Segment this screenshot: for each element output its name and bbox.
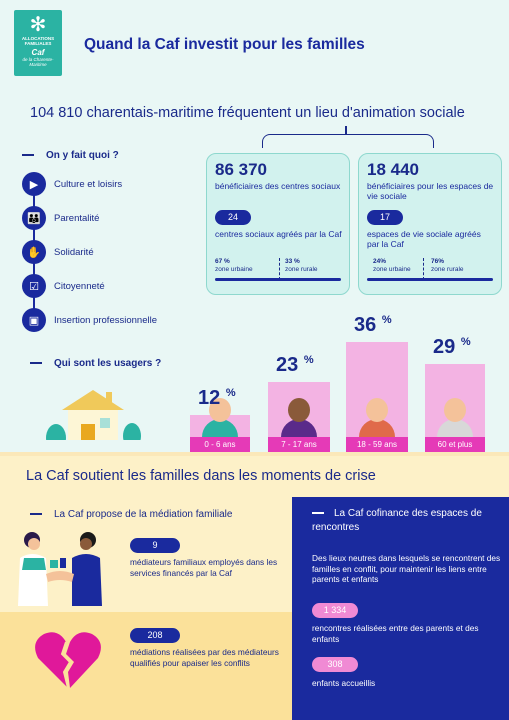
activity-item: 👪 Parentalité xyxy=(22,205,99,231)
age-label: 60 et plus xyxy=(425,437,485,452)
logo-line-1: ALLOCATIONS FAMILIALES xyxy=(21,36,55,46)
users-percent: 36 % xyxy=(354,314,392,336)
mediations-count-pill: 208 xyxy=(130,628,180,643)
rural-percent: 76% xyxy=(431,258,445,265)
rural-percent: 33 % xyxy=(285,258,300,265)
zone-bar xyxy=(367,278,493,281)
dash-icon xyxy=(30,513,42,516)
meetings-panel: La Caf cofinance des espaces de rencontr… xyxy=(292,497,509,720)
page-title: Quand la Caf investit pour les familles xyxy=(84,36,365,53)
activity-label: Insertion professionnelle xyxy=(54,314,157,326)
users-bar: 18 - 59 ans xyxy=(346,342,408,452)
mediators-count-pill: 9 xyxy=(130,538,180,553)
person-head xyxy=(444,398,466,422)
activity-connector xyxy=(33,194,35,212)
users-bar: 60 et plus xyxy=(425,364,485,452)
dash-icon xyxy=(312,512,324,515)
users-percent: 29 % xyxy=(433,336,471,358)
children-text: enfants accueillis xyxy=(312,678,376,688)
users-bar: 0 - 6 ans xyxy=(190,398,250,452)
activity-label: Parentalité xyxy=(54,212,100,224)
meetings-title: La Caf cofinance des espaces de rencontr… xyxy=(312,507,502,535)
users-percent: 23 % xyxy=(276,354,314,376)
meetings-text: rencontres réalisées entre des parents e… xyxy=(312,623,479,644)
card-count-pill: 17 xyxy=(367,210,403,225)
logo-line-3: de la Charente-Maritime xyxy=(22,57,54,67)
activity-label: Citoyenneté xyxy=(54,280,105,292)
person-head xyxy=(288,398,310,422)
centres-sociaux-card: 86 370 bénéficiaires des centres sociaux… xyxy=(206,153,350,295)
zone-separator xyxy=(423,258,424,280)
crisis-title: La Caf soutient les familles dans les mo… xyxy=(26,468,376,484)
zone-separator xyxy=(279,258,280,280)
activity-item: ☑ Citoyenneté xyxy=(22,273,105,299)
person-head xyxy=(209,398,231,422)
card-count-description: espaces de vie sociale agréés par la Caf xyxy=(367,229,481,249)
zone-bar xyxy=(215,278,341,281)
broken-heart-icon xyxy=(35,632,101,689)
meetings-intro: Des lieux neutres dans lesquels se renco… xyxy=(312,553,501,584)
activity-item: ✋ Solidarité xyxy=(22,239,94,265)
snowflake-icon: ✻ xyxy=(29,12,47,36)
card-big-number: 86 370 xyxy=(215,160,267,179)
dash-icon xyxy=(30,362,42,365)
children-count-pill: 308 xyxy=(312,657,358,672)
meetings-count-pill: 1 334 xyxy=(312,603,358,618)
rural-label: zone rurale xyxy=(285,266,318,273)
urban-label: zone urbaine xyxy=(373,266,411,273)
activities-label-text: On y fait quoi ? xyxy=(46,150,119,161)
users-percent: 12 % xyxy=(198,387,236,409)
person-illustration xyxy=(202,419,238,437)
handshake-illustration xyxy=(18,532,102,606)
mediation-label: La Caf propose de la médiation familiale xyxy=(30,509,232,520)
hands-icon: ✋ xyxy=(22,240,46,264)
logo-line-2: Caf xyxy=(31,48,45,57)
card-big-number: 18 440 xyxy=(367,160,419,179)
card-description: bénéficiaires des centres sociaux xyxy=(215,181,341,191)
ballot-box-icon: ☑ xyxy=(22,274,46,298)
activity-connector xyxy=(33,228,35,246)
mediators-text: médiateurs familiaux employés dans les s… xyxy=(130,557,278,578)
mediation-label-text: La Caf propose de la médiation familiale xyxy=(54,509,233,520)
headline: 104 810 charentais-maritime fréquentent … xyxy=(30,105,465,121)
person-illustration xyxy=(437,419,473,437)
urban-label: zone urbaine xyxy=(215,266,253,273)
brace-tick xyxy=(345,126,347,135)
briefcase-icon: ▣ xyxy=(22,308,46,332)
person-illustration xyxy=(359,419,395,437)
dash-icon xyxy=(22,154,34,157)
activities-label: On y fait quoi ? xyxy=(22,150,119,161)
urban-percent: 24% xyxy=(373,258,387,265)
urban-percent: 67 % xyxy=(215,258,230,265)
person-illustration xyxy=(281,419,317,437)
age-label: 7 - 17 ans xyxy=(268,437,330,452)
users-bar: 7 - 17 ans xyxy=(268,382,330,452)
users-label-text: Qui sont les usagers ? xyxy=(54,358,162,369)
age-label: 18 - 59 ans xyxy=(346,437,408,452)
activity-label: Culture et loisirs xyxy=(54,178,123,190)
person-head xyxy=(366,398,388,422)
card-count-description: centres sociaux agréés par la Caf xyxy=(215,229,342,239)
card-description: bénéficiaires pour les espaces de vie so… xyxy=(367,181,494,201)
activity-label: Solidarité xyxy=(54,246,94,258)
espaces-vie-sociale-card: 18 440 bénéficiaires pour les espaces de… xyxy=(358,153,502,295)
ground-strip xyxy=(0,452,509,456)
activity-connector xyxy=(33,296,35,314)
family-icon: 👪 xyxy=(22,206,46,230)
caf-logo: ✻ ALLOCATIONS FAMILIALES Caf de la Chare… xyxy=(14,10,62,76)
users-label: Qui sont les usagers ? xyxy=(30,358,161,369)
brace-connector xyxy=(262,134,434,148)
screen-icon: ▶ xyxy=(22,172,46,196)
mediations-text: médiations réalisées par des médiateurs … xyxy=(130,647,279,668)
age-label: 0 - 6 ans xyxy=(190,437,250,452)
activity-connector xyxy=(33,262,35,280)
card-count-pill: 24 xyxy=(215,210,251,225)
activity-item: ▶ Culture et loisirs xyxy=(22,171,122,197)
meetings-title-text: La Caf cofinance des espaces de rencontr… xyxy=(312,508,482,533)
activity-item: ▣ Insertion professionnelle xyxy=(22,307,157,333)
rural-label: zone rurale xyxy=(431,266,464,273)
